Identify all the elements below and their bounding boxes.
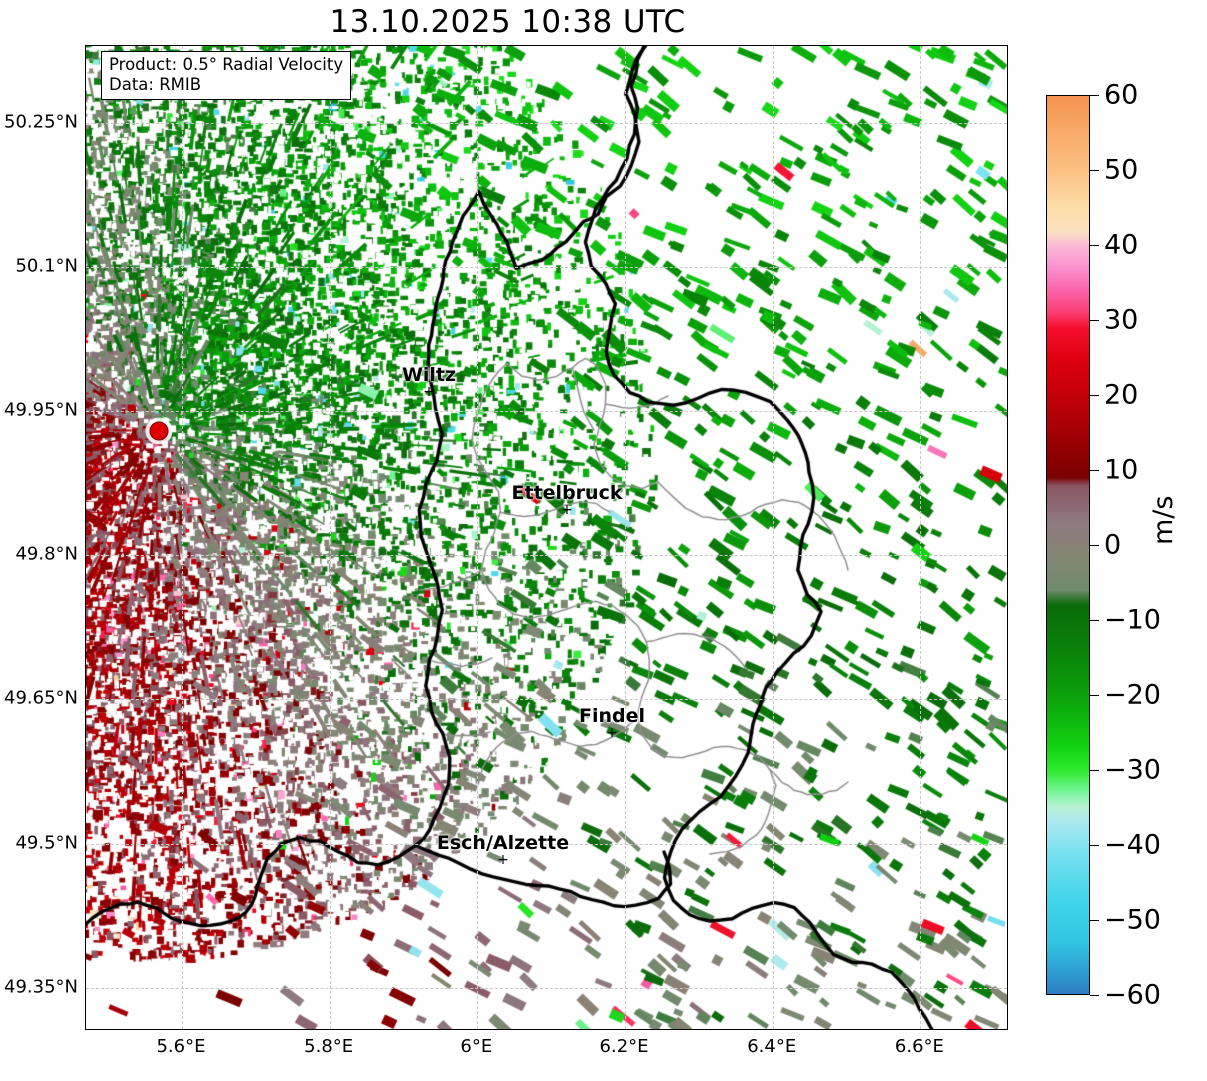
colorbar-tick-label-3: 30 (1104, 304, 1139, 336)
lat-tick-label-3: 49.8°N (15, 543, 78, 565)
gridline-lon (625, 46, 627, 1029)
gridline-lat (86, 411, 1007, 413)
lon-tick-label-4: 6.4°E (747, 1036, 797, 1057)
colorbar-tick-mark (1090, 920, 1099, 922)
colorbar-gradient (1046, 95, 1090, 995)
map-canvas-clip (86, 46, 1007, 1029)
colorbar-tick-mark (1090, 470, 1099, 472)
gridline-lat (86, 267, 1007, 269)
colorbar[interactable]: 60 50 40 30 20 10 0 −10 −20 −30 −40 −50 −60 (1046, 80, 1161, 1011)
gridline-lon (181, 46, 184, 1029)
lon-tick-label-2: 6°E (460, 1036, 493, 1057)
colorbar-tick-mark (1090, 245, 1099, 247)
colorbar-tick-label-10: −40 (1104, 829, 1161, 861)
lat-tick-label-0: 50.25°N (4, 111, 78, 133)
gridline-lon (477, 46, 479, 1029)
lat-tick-label-4: 49.65°N (4, 687, 78, 709)
lat-tick-label-2: 49.95°N (4, 399, 78, 421)
map-borders-layer (86, 46, 1007, 1029)
lat-tick-label-6: 49.35°N (4, 976, 78, 998)
colorbar-tick-mark (1090, 995, 1099, 997)
lon-tick-label-1: 5.8°E (304, 1036, 354, 1057)
gridline-lat (86, 122, 1007, 125)
colorbar-tick-mark (1090, 695, 1099, 697)
gridline-lat (86, 555, 1007, 557)
colorbar-tick-label-0: 60 (1104, 79, 1139, 111)
colorbar-tick-mark (1090, 845, 1099, 847)
colorbar-tick-label-7: −10 (1104, 604, 1161, 636)
gridline-lon (329, 46, 332, 1029)
colorbar-tick-label-5: 10 (1104, 454, 1139, 486)
info-product-line: Product: 0.5° Radial Velocity (109, 55, 344, 74)
gridline-lat (86, 699, 1007, 701)
colorbar-tick-label-1: 50 (1104, 154, 1139, 186)
info-data-line: Data: RMIB (109, 75, 202, 94)
info-box: Product: 0.5° Radial Velocity Data: RMIB (101, 51, 352, 100)
colorbar-tick-label-11: −50 (1104, 904, 1161, 936)
colorbar-tick-label-4: 20 (1104, 379, 1139, 411)
colorbar-tick-label-9: −30 (1104, 754, 1161, 786)
colorbar-tick-mark (1090, 395, 1099, 397)
colorbar-tick-mark (1090, 545, 1099, 547)
radar-site-marker[interactable] (149, 421, 169, 441)
colorbar-tick-mark (1090, 95, 1099, 97)
colorbar-unit-label: m/s (1148, 495, 1179, 545)
colorbar-tick-label-8: −20 (1104, 679, 1161, 711)
colorbar-tick-label-12: −60 (1104, 979, 1161, 1011)
gridline-lon (920, 46, 922, 1029)
colorbar-tick-mark (1090, 620, 1099, 622)
lon-tick-label-3: 6.2°E (599, 1036, 649, 1057)
lat-tick-label-1: 50.1°N (15, 255, 78, 277)
colorbar-tick-label-2: 40 (1104, 229, 1139, 261)
lat-tick-label-5: 49.5°N (15, 832, 78, 854)
colorbar-tick-label-6: 0 (1104, 529, 1122, 561)
lon-tick-label-0: 5.6°E (156, 1036, 206, 1057)
gridline-lon (772, 46, 775, 1029)
colorbar-tick-mark (1090, 320, 1099, 322)
radar-map-plot[interactable]: Product: 0.5° Radial Velocity Data: RMIB… (85, 45, 1008, 1030)
page-title: 13.10.2025 10:38 UTC (329, 4, 686, 40)
lon-tick-label-5: 6.6°E (894, 1036, 944, 1057)
gridline-lat (86, 987, 1007, 990)
gridline-lat (86, 843, 1007, 846)
colorbar-tick-mark (1090, 770, 1099, 772)
colorbar-tick-mark (1090, 170, 1099, 172)
